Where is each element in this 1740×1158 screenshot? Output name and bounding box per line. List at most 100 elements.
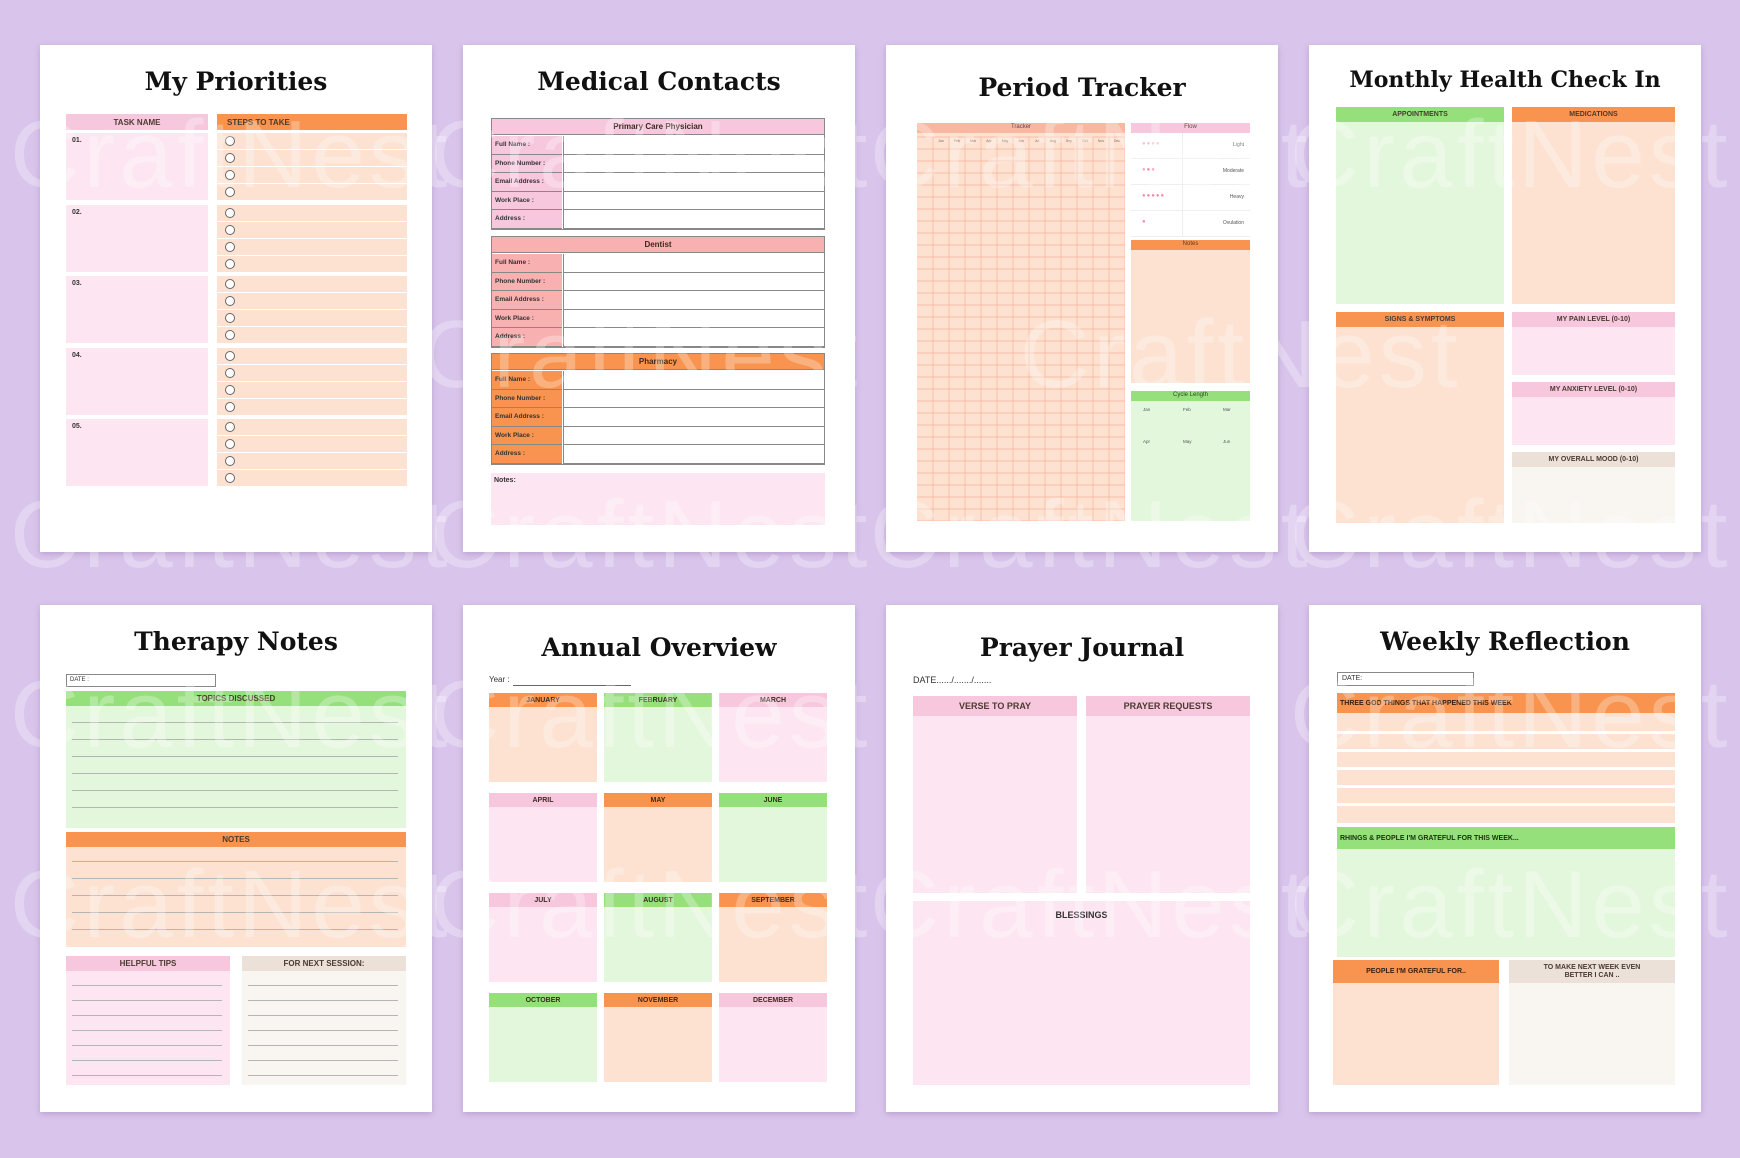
step-row[interactable]: [217, 381, 407, 398]
checkbox-circle[interactable]: [225, 313, 235, 323]
month-box[interactable]: [719, 807, 827, 882]
step-row[interactable]: [217, 167, 407, 183]
step-row[interactable]: [217, 204, 407, 221]
tracker-grid[interactable]: Tracker Jan Feb Mar Apr May Jun Jul Aug Sep Oct No…: [917, 123, 1125, 521]
requests-box[interactable]: [1086, 716, 1250, 893]
signs-symptoms-box[interactable]: [1336, 327, 1504, 523]
field-input[interactable]: [563, 291, 824, 310]
task-name-box[interactable]: 01.: [66, 133, 208, 200]
month-box[interactable]: [489, 1007, 597, 1082]
checkbox-circle[interactable]: [225, 422, 235, 432]
checkbox-circle[interactable]: [225, 439, 235, 449]
month-box[interactable]: [719, 907, 827, 982]
step-row[interactable]: [217, 453, 407, 469]
blessings-box[interactable]: BLESSINGS: [913, 901, 1250, 1085]
checkbox-circle[interactable]: [225, 401, 235, 412]
month-box[interactable]: [604, 807, 712, 882]
field-input[interactable]: [563, 154, 824, 173]
step-row[interactable]: [217, 276, 407, 292]
flow-row[interactable]: [1131, 133, 1250, 159]
checkbox-circle[interactable]: [225, 350, 235, 361]
notes-box[interactable]: Notes:: [491, 473, 825, 525]
field-input[interactable]: [563, 136, 824, 155]
notes-box[interactable]: [66, 847, 406, 947]
helpful-tips-box[interactable]: [66, 971, 230, 1085]
task-name-box[interactable]: 05.: [66, 419, 208, 486]
month-box[interactable]: [489, 807, 597, 882]
month-box[interactable]: [489, 907, 597, 982]
task-name-box[interactable]: 03.: [66, 276, 208, 343]
field-input[interactable]: [563, 173, 824, 192]
month-box[interactable]: [604, 907, 712, 982]
field-input[interactable]: [563, 408, 824, 427]
year-line[interactable]: [513, 685, 631, 686]
field-input[interactable]: [563, 272, 824, 291]
month-box[interactable]: [719, 707, 827, 782]
step-row[interactable]: [217, 133, 407, 149]
date-field[interactable]: DATE:: [1337, 672, 1474, 686]
field-input[interactable]: [563, 426, 824, 445]
checkbox-circle[interactable]: [225, 187, 235, 197]
field-input[interactable]: [563, 254, 824, 273]
field-input[interactable]: [563, 309, 824, 328]
pain-level-box[interactable]: [1512, 327, 1675, 375]
topics-box[interactable]: [66, 706, 406, 828]
date-field[interactable]: DATE :: [66, 674, 216, 687]
flow-row[interactable]: [1131, 211, 1250, 237]
checkbox-circle[interactable]: [225, 456, 235, 466]
checkbox-circle[interactable]: [225, 296, 235, 306]
anxiety-level-box[interactable]: [1512, 397, 1675, 445]
checkbox-circle[interactable]: [225, 224, 235, 235]
step-row[interactable]: [217, 293, 407, 309]
checkbox-circle[interactable]: [225, 279, 235, 289]
good-things-box[interactable]: [1337, 713, 1675, 823]
verse-box[interactable]: [913, 716, 1077, 893]
mood-box[interactable]: [1512, 467, 1675, 523]
checkbox-circle[interactable]: [225, 367, 235, 378]
step-row[interactable]: [217, 184, 407, 200]
grateful-week-box[interactable]: [1337, 849, 1675, 957]
step-row[interactable]: [217, 436, 407, 452]
cycle-length-box[interactable]: Jan Feb Mar Apr May Jun: [1131, 401, 1250, 521]
step-row[interactable]: [217, 310, 407, 326]
field-input[interactable]: [563, 389, 824, 408]
month-box[interactable]: [604, 1007, 712, 1082]
checkbox-circle[interactable]: [225, 258, 235, 269]
checkbox-circle[interactable]: [225, 241, 235, 252]
checkbox-circle[interactable]: [225, 136, 235, 146]
flow-row[interactable]: [1131, 185, 1250, 211]
date-label[interactable]: DATE....../......./.......: [913, 675, 992, 685]
step-row[interactable]: [217, 327, 407, 343]
month-box[interactable]: [604, 707, 712, 782]
step-row[interactable]: [217, 221, 407, 238]
checkbox-circle[interactable]: [225, 153, 235, 163]
step-row[interactable]: [217, 255, 407, 272]
next-session-box[interactable]: [242, 971, 406, 1085]
month-box[interactable]: [489, 707, 597, 782]
step-row[interactable]: [217, 150, 407, 166]
month-box[interactable]: [719, 1007, 827, 1082]
checkbox-circle[interactable]: [225, 330, 235, 340]
appointments-box[interactable]: [1336, 122, 1504, 304]
people-grateful-box[interactable]: [1333, 983, 1499, 1085]
step-row[interactable]: [217, 347, 407, 364]
field-input[interactable]: [563, 191, 824, 210]
step-row[interactable]: [217, 419, 407, 435]
step-row[interactable]: [217, 238, 407, 255]
field-input[interactable]: [563, 445, 824, 464]
period-notes-box[interactable]: [1131, 250, 1250, 383]
task-name-box[interactable]: 02.: [66, 204, 208, 272]
checkbox-circle[interactable]: [225, 207, 235, 218]
step-row[interactable]: [217, 364, 407, 381]
field-input[interactable]: [563, 328, 824, 347]
step-row[interactable]: [217, 470, 407, 486]
field-input[interactable]: [563, 371, 824, 390]
checkbox-circle[interactable]: [225, 384, 235, 395]
task-name-box[interactable]: 04.: [66, 347, 208, 415]
field-input[interactable]: [563, 210, 824, 229]
checkbox-circle[interactable]: [225, 473, 235, 483]
step-row[interactable]: [217, 398, 407, 415]
checkbox-circle[interactable]: [225, 170, 235, 180]
better-week-box[interactable]: [1509, 983, 1675, 1085]
flow-row[interactable]: [1131, 159, 1250, 185]
